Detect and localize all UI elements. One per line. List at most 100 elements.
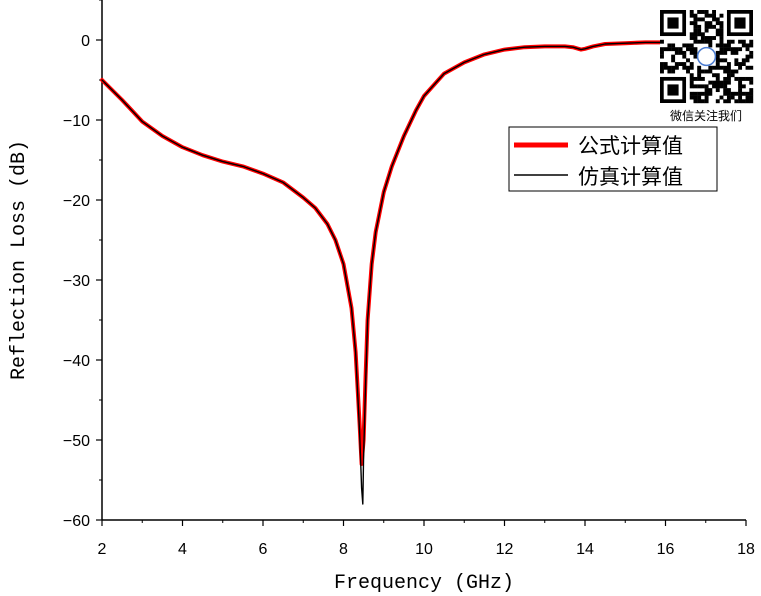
y-tick-label: −50 [63, 433, 90, 450]
qr-module [700, 17, 705, 22]
qr-module [741, 58, 746, 63]
qr-module [660, 50, 664, 55]
qr-module [697, 39, 702, 44]
qr-module [745, 95, 750, 100]
qr-module [693, 99, 698, 104]
qr-module [708, 65, 713, 70]
qr-module [723, 58, 728, 63]
qr-module [667, 43, 672, 48]
x-tick-label: 16 [657, 541, 675, 558]
y-ticks: 0 −10 −20 −30 −40 −50 −60 [63, 0, 102, 530]
qr-module [708, 21, 713, 26]
qr-caption: 微信关注我们 [670, 108, 742, 123]
qr-module [741, 76, 746, 81]
qr-module [730, 91, 735, 96]
qr-module [726, 73, 731, 78]
qr-module [693, 36, 698, 40]
qr-module [715, 58, 720, 63]
qr-module [682, 43, 687, 48]
qr-module [704, 69, 709, 74]
legend: 公式计算值 仿真计算值 [508, 126, 718, 192]
x-tick-label: 2 [98, 541, 107, 558]
qr-module [749, 76, 754, 81]
qr-module [697, 69, 702, 74]
qr-module [712, 24, 716, 29]
qr-module [723, 43, 728, 48]
qr-module [704, 24, 709, 29]
qr-module [693, 21, 698, 26]
qr-module [697, 10, 702, 14]
qr-module [708, 88, 713, 93]
qr-module [700, 32, 705, 37]
qr-module [719, 24, 724, 29]
qr-module [723, 80, 728, 85]
qr-module [749, 99, 754, 104]
x-tick-label: 14 [576, 541, 594, 558]
qr-module [734, 62, 739, 66]
qr-module [693, 13, 698, 18]
qr-module [734, 91, 739, 96]
x-tick-label: 18 [737, 541, 755, 558]
qr-module [738, 99, 743, 104]
qr-module [719, 95, 724, 100]
qr-module [715, 80, 720, 85]
qr-module [667, 47, 672, 52]
qr-module [708, 69, 713, 74]
qr-module [700, 91, 705, 96]
qr-module [704, 95, 709, 100]
qr-finder-core [667, 84, 679, 96]
qr-module [738, 91, 743, 96]
qr-module [700, 99, 705, 104]
qr-module [723, 91, 728, 96]
qr-module [689, 43, 694, 48]
qr-module [741, 84, 746, 89]
qr-module [726, 39, 731, 44]
qr-module [738, 47, 743, 52]
qr-module [689, 73, 694, 78]
qr-module [734, 47, 739, 52]
qr-module [697, 91, 702, 96]
qr-module [682, 54, 687, 59]
qr-module [723, 99, 728, 104]
qr-module [712, 13, 716, 18]
qr-module [700, 84, 705, 89]
qr-module [726, 62, 731, 66]
qr-module [738, 62, 743, 66]
qr-module [704, 21, 709, 26]
qr-module [738, 95, 743, 100]
qr-module [730, 39, 735, 44]
qr-module [734, 50, 739, 55]
qr-module [708, 13, 713, 18]
qr-module [749, 88, 754, 93]
qr-module [682, 65, 687, 70]
qr-module [693, 76, 698, 81]
qr-module [749, 54, 754, 59]
qr-module [697, 65, 702, 70]
qr-module [726, 88, 731, 93]
qr-module [715, 17, 720, 22]
qr-module [715, 43, 720, 48]
qr-module [693, 95, 698, 100]
qr-module [704, 36, 709, 40]
qr-module [663, 62, 668, 66]
qr-module [719, 32, 724, 37]
y-tick-label: −60 [63, 513, 90, 530]
qr-module [734, 99, 739, 104]
y-axis-title: Reflection Loss (dB) [8, 140, 31, 380]
qr-module [749, 80, 754, 85]
qr-module [715, 84, 720, 89]
qr-module [734, 69, 739, 74]
qr-module [689, 95, 694, 100]
qr-module [745, 47, 750, 52]
qr-module [693, 54, 698, 59]
qr-module [704, 88, 709, 93]
qr-module [734, 76, 739, 81]
qr-module [689, 76, 694, 81]
qr-module [700, 76, 705, 81]
qr-module [745, 58, 750, 63]
qr-module [723, 84, 728, 89]
qr-module [693, 28, 698, 33]
qr-module [671, 58, 676, 63]
qr-module [738, 84, 743, 89]
